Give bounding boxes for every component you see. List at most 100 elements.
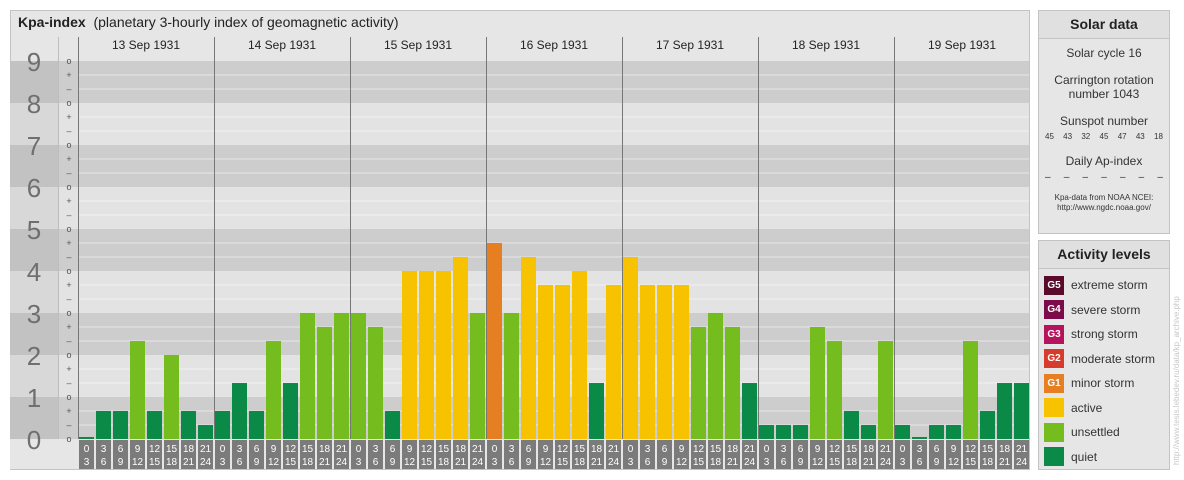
kp-bar — [657, 284, 672, 439]
interval-start-label: 0 — [900, 444, 906, 455]
interval-label-box — [215, 440, 230, 469]
interval-label-box — [589, 440, 604, 469]
y-minor-label: o — [66, 266, 71, 276]
interval-end-label: 12 — [948, 457, 960, 468]
source-line-1: Kpa-data from NOAA NCEI: — [1054, 193, 1154, 202]
kp-bar — [164, 355, 179, 439]
interval-label-box — [572, 440, 587, 469]
interval-label-box — [130, 440, 145, 469]
interval-end-label: 21 — [319, 457, 331, 468]
kp-band — [10, 229, 1029, 271]
y-minor-label: – — [66, 126, 71, 136]
y-minor-label: o — [66, 98, 71, 108]
interval-label-box — [555, 440, 570, 469]
kp-bar — [1014, 383, 1029, 439]
day-label: 15 Sep 1931 — [384, 38, 452, 52]
interval-label-box — [181, 440, 196, 469]
y-minor-label: o — [66, 392, 71, 402]
sunspot-value: 43 — [1135, 132, 1145, 141]
kp-bar — [147, 410, 162, 439]
kp-bar — [402, 271, 417, 439]
kp-bar — [759, 425, 774, 439]
kp-bar — [946, 425, 961, 439]
interval-label-box — [1014, 440, 1029, 469]
legend-item: G4 severe storm — [1039, 298, 1169, 323]
kp-bar — [725, 326, 740, 439]
interval-label-box — [674, 440, 689, 469]
legend-swatch: G4 — [1044, 300, 1064, 320]
interval-start-label: 6 — [526, 444, 532, 455]
interval-start-label: 15 — [302, 444, 314, 455]
y-minor-label: o — [66, 224, 71, 234]
interval-start-label: 21 — [744, 444, 756, 455]
kp-band — [10, 271, 1029, 313]
kp-bar — [606, 284, 621, 439]
legend-label: severe storm — [1071, 302, 1141, 317]
kp-bar — [810, 326, 825, 439]
legend-item: G1 minor storm — [1039, 371, 1169, 396]
interval-start-label: 0 — [764, 444, 770, 455]
ap-value: – — [1082, 172, 1089, 183]
interval-start-label: 15 — [438, 444, 450, 455]
kp-bar — [351, 313, 366, 439]
kp-bar — [589, 383, 604, 439]
interval-label-box — [708, 440, 723, 469]
interval-label-box — [232, 440, 247, 469]
legend-label: strong storm — [1071, 327, 1138, 342]
kp-bar — [96, 410, 111, 439]
interval-start-label: 12 — [829, 444, 841, 455]
interval-start-label: 9 — [135, 444, 141, 455]
y-minor-label: – — [66, 84, 71, 94]
day-label: 18 Sep 1931 — [792, 38, 860, 52]
kp-bar — [963, 341, 978, 439]
interval-label-box — [96, 440, 111, 469]
interval-start-label: 18 — [863, 444, 875, 455]
interval-end-label: 18 — [574, 457, 586, 468]
interval-label-box — [266, 440, 281, 469]
interval-end-label: 15 — [557, 457, 569, 468]
y-tick-label: 8 — [27, 89, 41, 119]
legend-swatch — [1044, 447, 1064, 467]
interval-end-label: 24 — [200, 457, 212, 468]
interval-end-label: 9 — [934, 457, 940, 468]
interval-start-label: 3 — [781, 444, 787, 455]
sunspot-value: 18 — [1154, 132, 1163, 141]
kp-bar — [691, 326, 706, 439]
interval-end-label: 9 — [662, 457, 668, 468]
kp-bar — [266, 341, 281, 439]
source-note: Kpa-data from NOAA NCEI: http://www.ngdc… — [1039, 193, 1169, 213]
kp-bar — [572, 271, 587, 439]
kp-bar — [283, 383, 298, 439]
interval-end-label: 12 — [132, 457, 144, 468]
interval-end-label: 6 — [917, 457, 923, 468]
day-label: 14 Sep 1931 — [248, 38, 316, 52]
ap-value: – — [1063, 172, 1070, 183]
interval-start-label: 21 — [880, 444, 892, 455]
interval-label-box — [640, 440, 655, 469]
interval-end-label: 24 — [880, 457, 892, 468]
interval-end-label: 18 — [710, 457, 722, 468]
kp-bar — [912, 437, 927, 439]
kp-bar — [980, 410, 995, 439]
interval-label-box — [164, 440, 179, 469]
y-minor-label: – — [66, 378, 71, 388]
y-axis-band — [10, 187, 58, 229]
y-axis-band — [10, 145, 58, 187]
sunspot-values: 45 43 32 45 47 43 18 — [1039, 132, 1169, 141]
interval-label-box — [453, 440, 468, 469]
interval-label-box — [385, 440, 400, 469]
interval-start-label: 21 — [336, 444, 348, 455]
y-minor-label: + — [66, 196, 71, 206]
interval-start-label: 9 — [951, 444, 957, 455]
interval-end-label: 9 — [254, 457, 260, 468]
interval-end-label: 6 — [509, 457, 515, 468]
interval-label-box — [402, 440, 417, 469]
kp-bar — [708, 313, 723, 439]
interval-start-label: 9 — [815, 444, 821, 455]
kp-band — [10, 397, 1029, 439]
interval-end-label: 12 — [540, 457, 552, 468]
interval-label-box — [827, 440, 842, 469]
interval-label-box — [470, 440, 485, 469]
interval-start-label: 6 — [798, 444, 804, 455]
interval-start-label: 0 — [84, 444, 90, 455]
